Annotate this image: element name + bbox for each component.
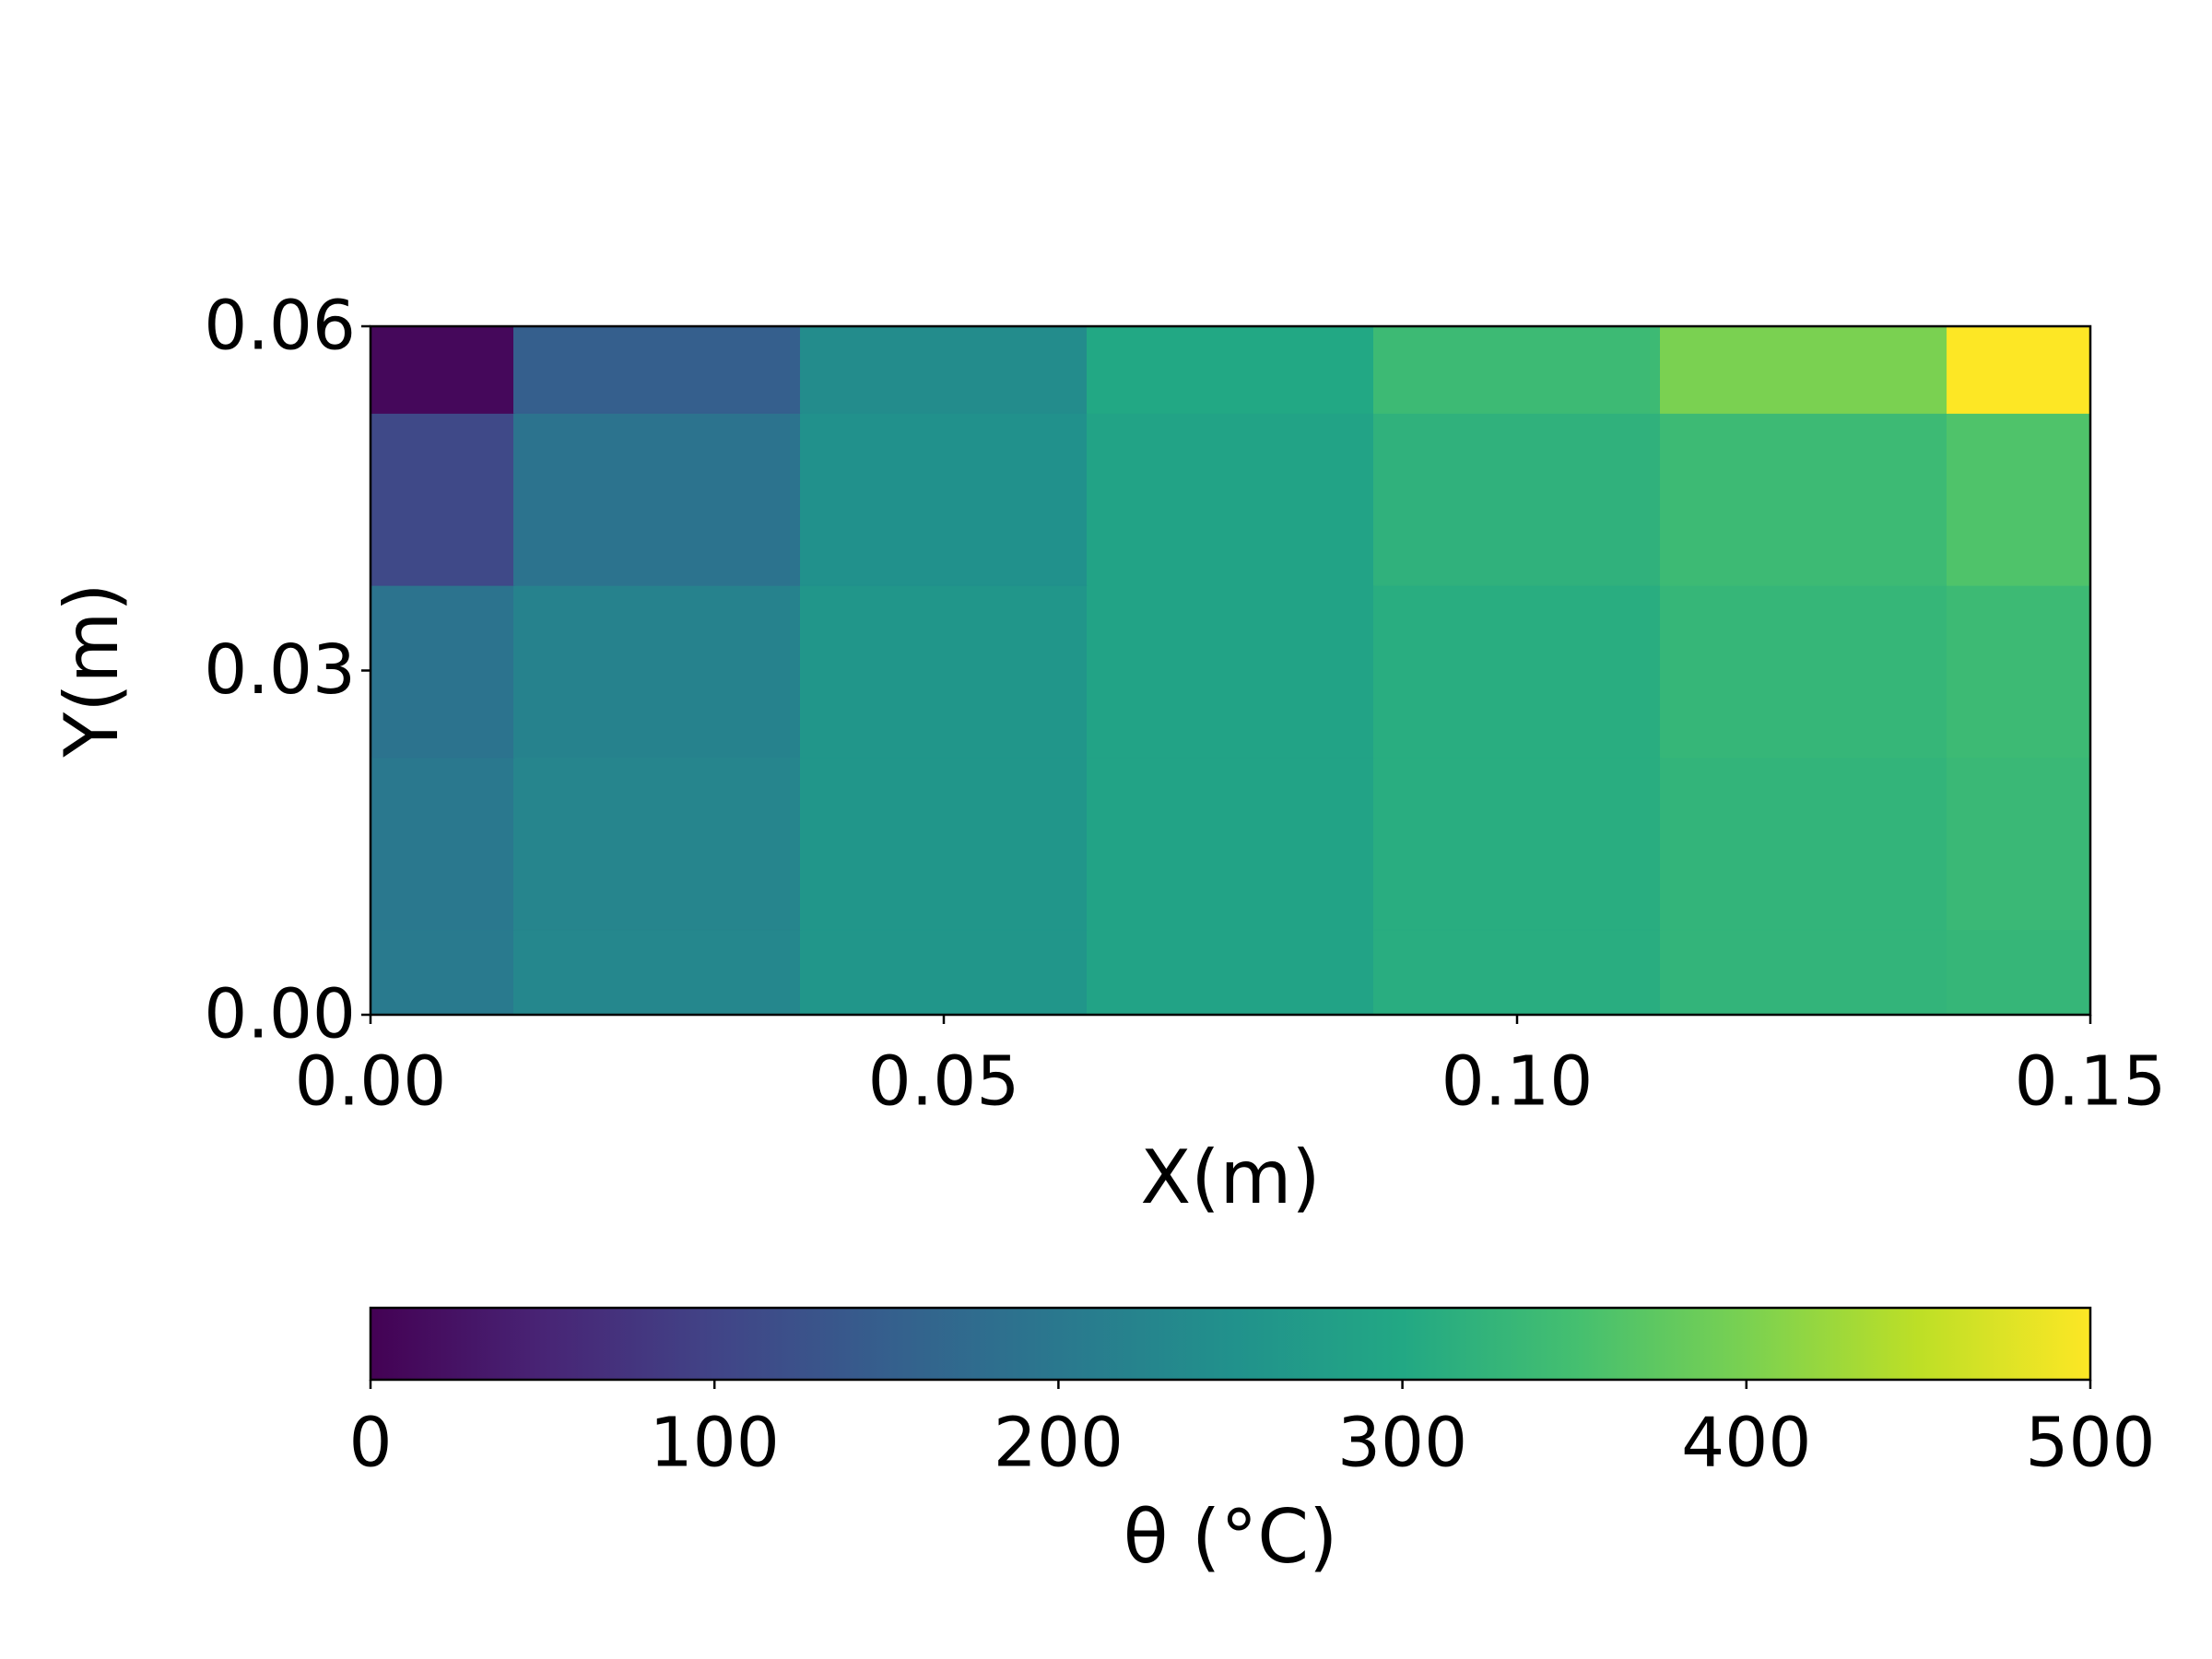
heatmap-cell — [1373, 583, 1662, 759]
colorbar-tick-label: 200 — [994, 1404, 1124, 1483]
colorbar-tick-label: 100 — [650, 1404, 780, 1483]
heatmap-cell — [1947, 583, 2090, 759]
heatmap-cell — [800, 583, 1088, 759]
heatmap-cell — [1373, 411, 1662, 586]
y-tick-label: 0.00 — [204, 975, 356, 1054]
heatmap-cell — [1660, 411, 1948, 586]
heatmap-cell — [1947, 756, 2090, 931]
x-tick-label: 0.05 — [868, 1042, 1020, 1122]
heatmap-cell — [371, 583, 515, 759]
heatmap — [371, 326, 2090, 1015]
heatmap-cell — [1660, 326, 1948, 414]
heatmap-cell — [1087, 756, 1375, 931]
heatmap-cell — [1947, 411, 2090, 586]
colorbar-tick-label: 400 — [1681, 1404, 1811, 1483]
heatmap-cell — [371, 928, 515, 1015]
heatmap-cell — [513, 411, 802, 586]
heatmap-cell — [1373, 928, 1662, 1015]
colorbar-tick-label: 300 — [1337, 1404, 1467, 1483]
heatmap-cell — [1660, 756, 1948, 931]
heatmap-cell — [1660, 928, 1948, 1015]
heatmap-cell — [1087, 583, 1375, 759]
heatmap-cell — [513, 928, 802, 1015]
y-axis-label: Y(m) — [49, 582, 135, 758]
heatmap-cell — [1947, 326, 2090, 414]
colorbar-tick-label: 0 — [348, 1404, 392, 1483]
colorbar-tick-label: 500 — [2025, 1404, 2155, 1483]
heatmap-cell — [1947, 928, 2090, 1015]
heatmap-cell — [371, 411, 515, 586]
heatmap-cell — [1660, 583, 1948, 759]
y-tick-label: 0.03 — [204, 630, 356, 710]
colorbar — [369, 1306, 2092, 1382]
heatmap-cell — [371, 326, 515, 414]
heatmap-cell — [371, 756, 515, 931]
heatmap-cell — [1087, 928, 1375, 1015]
heatmap-cell — [513, 326, 802, 414]
x-tick-label: 0.10 — [1441, 1042, 1594, 1122]
x-tick-label: 0.00 — [295, 1042, 447, 1122]
heatmap-cell — [1373, 756, 1662, 931]
heatmap-cell — [1087, 411, 1375, 586]
heatmap-cell — [1373, 326, 1662, 414]
colorbar-label: θ (°C) — [1124, 1494, 1338, 1580]
x-axis-label: X(m) — [1140, 1135, 1320, 1220]
heatmap-cell — [1087, 326, 1375, 414]
heatmap-cell — [513, 583, 802, 759]
y-tick-label: 0.06 — [204, 287, 356, 366]
heatmap-cell — [513, 756, 802, 931]
heatmap-cell — [800, 928, 1088, 1015]
heatmap-cell — [800, 756, 1088, 931]
heatmap-cell — [800, 411, 1088, 586]
x-tick-label: 0.15 — [2015, 1042, 2167, 1122]
heatmap-cell — [800, 326, 1088, 414]
